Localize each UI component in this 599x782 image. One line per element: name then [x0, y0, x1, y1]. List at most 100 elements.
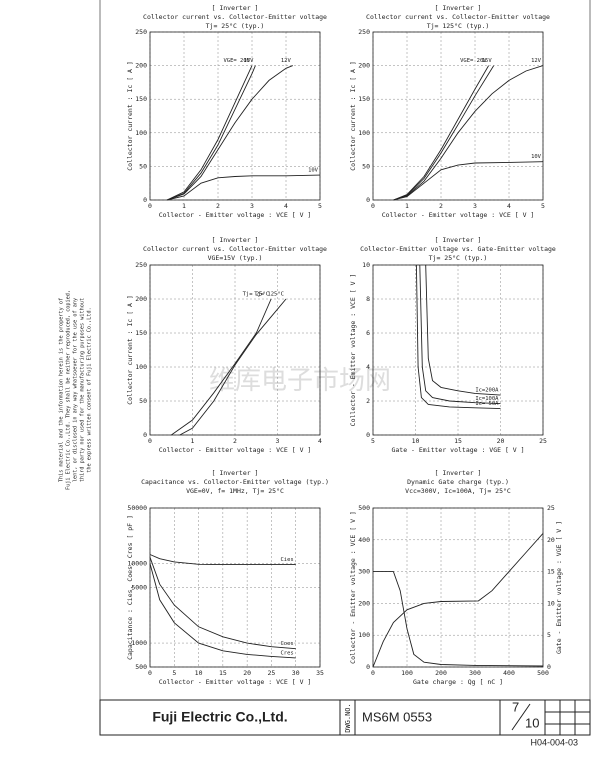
chart-conditions: VGE=15V (typ.)	[208, 254, 263, 262]
dwg-label: DWG.NO.	[344, 703, 352, 733]
y-axis-label: Collector - Emitter voltage : VCE [ V ]	[349, 511, 357, 664]
x-tick-label: 100	[401, 669, 413, 677]
series-label: Ic=200A	[475, 388, 499, 394]
series-label: Tj= 25°C	[243, 292, 270, 298]
series-line	[393, 65, 489, 201]
x-tick-label: 30	[292, 669, 300, 677]
x-axis-label: Collector - Emitter voltage : VCE [ V ]	[159, 446, 312, 454]
series-label: VGE= 20V	[460, 58, 487, 64]
x-tick-label: 0	[148, 669, 152, 677]
y-tick-label: 150	[135, 95, 147, 103]
x-tick-label: 20	[497, 437, 505, 445]
series-label: 10V	[308, 168, 319, 174]
series-line	[166, 65, 253, 201]
chart-conditions: Tj= 25°C (typ.)	[206, 22, 265, 30]
y-tick-label: 250	[135, 28, 147, 36]
y-tick-label: 2	[366, 397, 370, 405]
plot-frame	[372, 31, 544, 201]
x-tick-label: 4	[284, 202, 288, 210]
y-axis-label: Collector - Emitter voltage : VCE [ V ]	[349, 274, 357, 427]
series-line	[166, 65, 293, 201]
y-axis-label: Collector current : Ic [ A ]	[126, 295, 134, 405]
x-tick-label: 1	[405, 202, 409, 210]
side-note-line: Fuji Electric Co.,Ltd. They shall be nei…	[66, 290, 72, 490]
y-tick-label: 10	[362, 261, 370, 269]
x-tick-label: 2	[439, 202, 443, 210]
y-tick-label: 200	[135, 295, 147, 303]
y-tick-label: 0	[143, 196, 147, 204]
x-axis-label: Collector - Emitter voltage : VCE [ V ]	[382, 211, 535, 219]
y-tick-label: 150	[358, 95, 370, 103]
x-tick-label: 10	[412, 437, 420, 445]
x-axis-label: Gate - Emitter voltage : VGE [ V ]	[391, 446, 524, 454]
y-tick-label: 100	[135, 363, 147, 371]
chart-subtitle: Collector current vs. Collector-Emitter …	[366, 13, 550, 21]
watermark: 维库电子市场网	[209, 366, 391, 396]
x-tick-label: 3	[250, 202, 254, 210]
plot-frame	[149, 31, 321, 201]
y2-tick-label: 25	[547, 504, 555, 512]
chart-subtitle: Collector current vs. Collector-Emitter …	[143, 245, 327, 253]
series-line	[393, 161, 544, 201]
y2-axis-label: Gate - Emitter voltage : VGE [ V ]	[555, 521, 563, 654]
y2-tick-label: 15	[547, 568, 555, 576]
y-axis-label: Collector current : Ic [ A ]	[349, 61, 357, 171]
chart-subtitle: Capacitance vs. Collector-Emitter voltag…	[141, 478, 329, 486]
title-block	[99, 699, 591, 736]
x-axis-label: Collector - Emitter voltage : VCE [ V ]	[159, 678, 312, 686]
series-label: Cies	[280, 557, 293, 563]
page-count: 10	[525, 715, 539, 730]
y2-tick-label: 5	[547, 631, 551, 639]
series-line	[179, 298, 287, 436]
series-label: VGE= 20V	[224, 58, 251, 64]
x-tick-label: 500	[537, 669, 549, 677]
series-line	[425, 264, 501, 396]
chart-subtitle: Collector current vs. Collector-Emitter …	[143, 13, 327, 21]
form-code: H04-004-03	[530, 737, 578, 747]
plot-frame	[372, 507, 544, 668]
title-block-frame	[99, 699, 591, 736]
side-note-line: This material and the information herein…	[59, 298, 65, 482]
y-axis-label: Capacitance : Cies, Coes, Cres [ pF ]	[126, 515, 134, 660]
x-tick-label: 400	[503, 669, 515, 677]
side-note-line: lent, or disclosed in any way whatsoever…	[73, 298, 79, 482]
y-tick-label: 10000	[127, 560, 147, 568]
x-tick-label: 0	[148, 202, 152, 210]
y2-tick-label: 0	[547, 663, 551, 671]
y-tick-label: 200	[135, 62, 147, 70]
chart-title: [ Inverter ]	[435, 4, 482, 12]
y2-tick-label: 10	[547, 599, 555, 607]
y-tick-label: 4	[366, 363, 370, 371]
series-label: 12V	[281, 58, 292, 64]
chart-title: [ Inverter ]	[435, 469, 482, 477]
y-tick-label: 0	[366, 663, 370, 671]
series-line	[149, 557, 296, 650]
plot-frame	[372, 264, 544, 436]
x-tick-label: 15	[219, 669, 227, 677]
y-tick-label: 0	[366, 431, 370, 439]
x-tick-label: 5	[318, 202, 322, 210]
y-tick-label: 200	[358, 62, 370, 70]
chart-subtitle: Dynamic Gate charge (typ.)	[407, 478, 509, 486]
y-tick-label: 250	[135, 261, 147, 269]
series-line	[149, 554, 296, 566]
plot-frame	[149, 507, 321, 668]
x-tick-label: 300	[469, 669, 481, 677]
y-tick-label: 300	[358, 568, 370, 576]
chart-conditions: Tj= 125°C (typ.)	[427, 22, 490, 30]
x-tick-label: 5	[371, 437, 375, 445]
side-note: This material and the information herein…	[59, 290, 93, 490]
side-note-line: the express written consent of Fuji Elec…	[87, 307, 93, 473]
company: Fuji Electric Co.,Ltd.	[152, 709, 287, 725]
y-tick-label: 50000	[127, 504, 147, 512]
chart-title: [ Inverter ]	[212, 469, 259, 477]
y-tick-label: 1000	[131, 639, 147, 647]
y-tick-label: 400	[358, 536, 370, 544]
x-tick-label: 25	[268, 669, 276, 677]
x-tick-label: 2	[216, 202, 220, 210]
x-tick-label: 2	[233, 437, 237, 445]
series-line	[166, 174, 321, 201]
chart-title: [ Inverter ]	[212, 4, 259, 12]
series-line	[393, 65, 495, 201]
